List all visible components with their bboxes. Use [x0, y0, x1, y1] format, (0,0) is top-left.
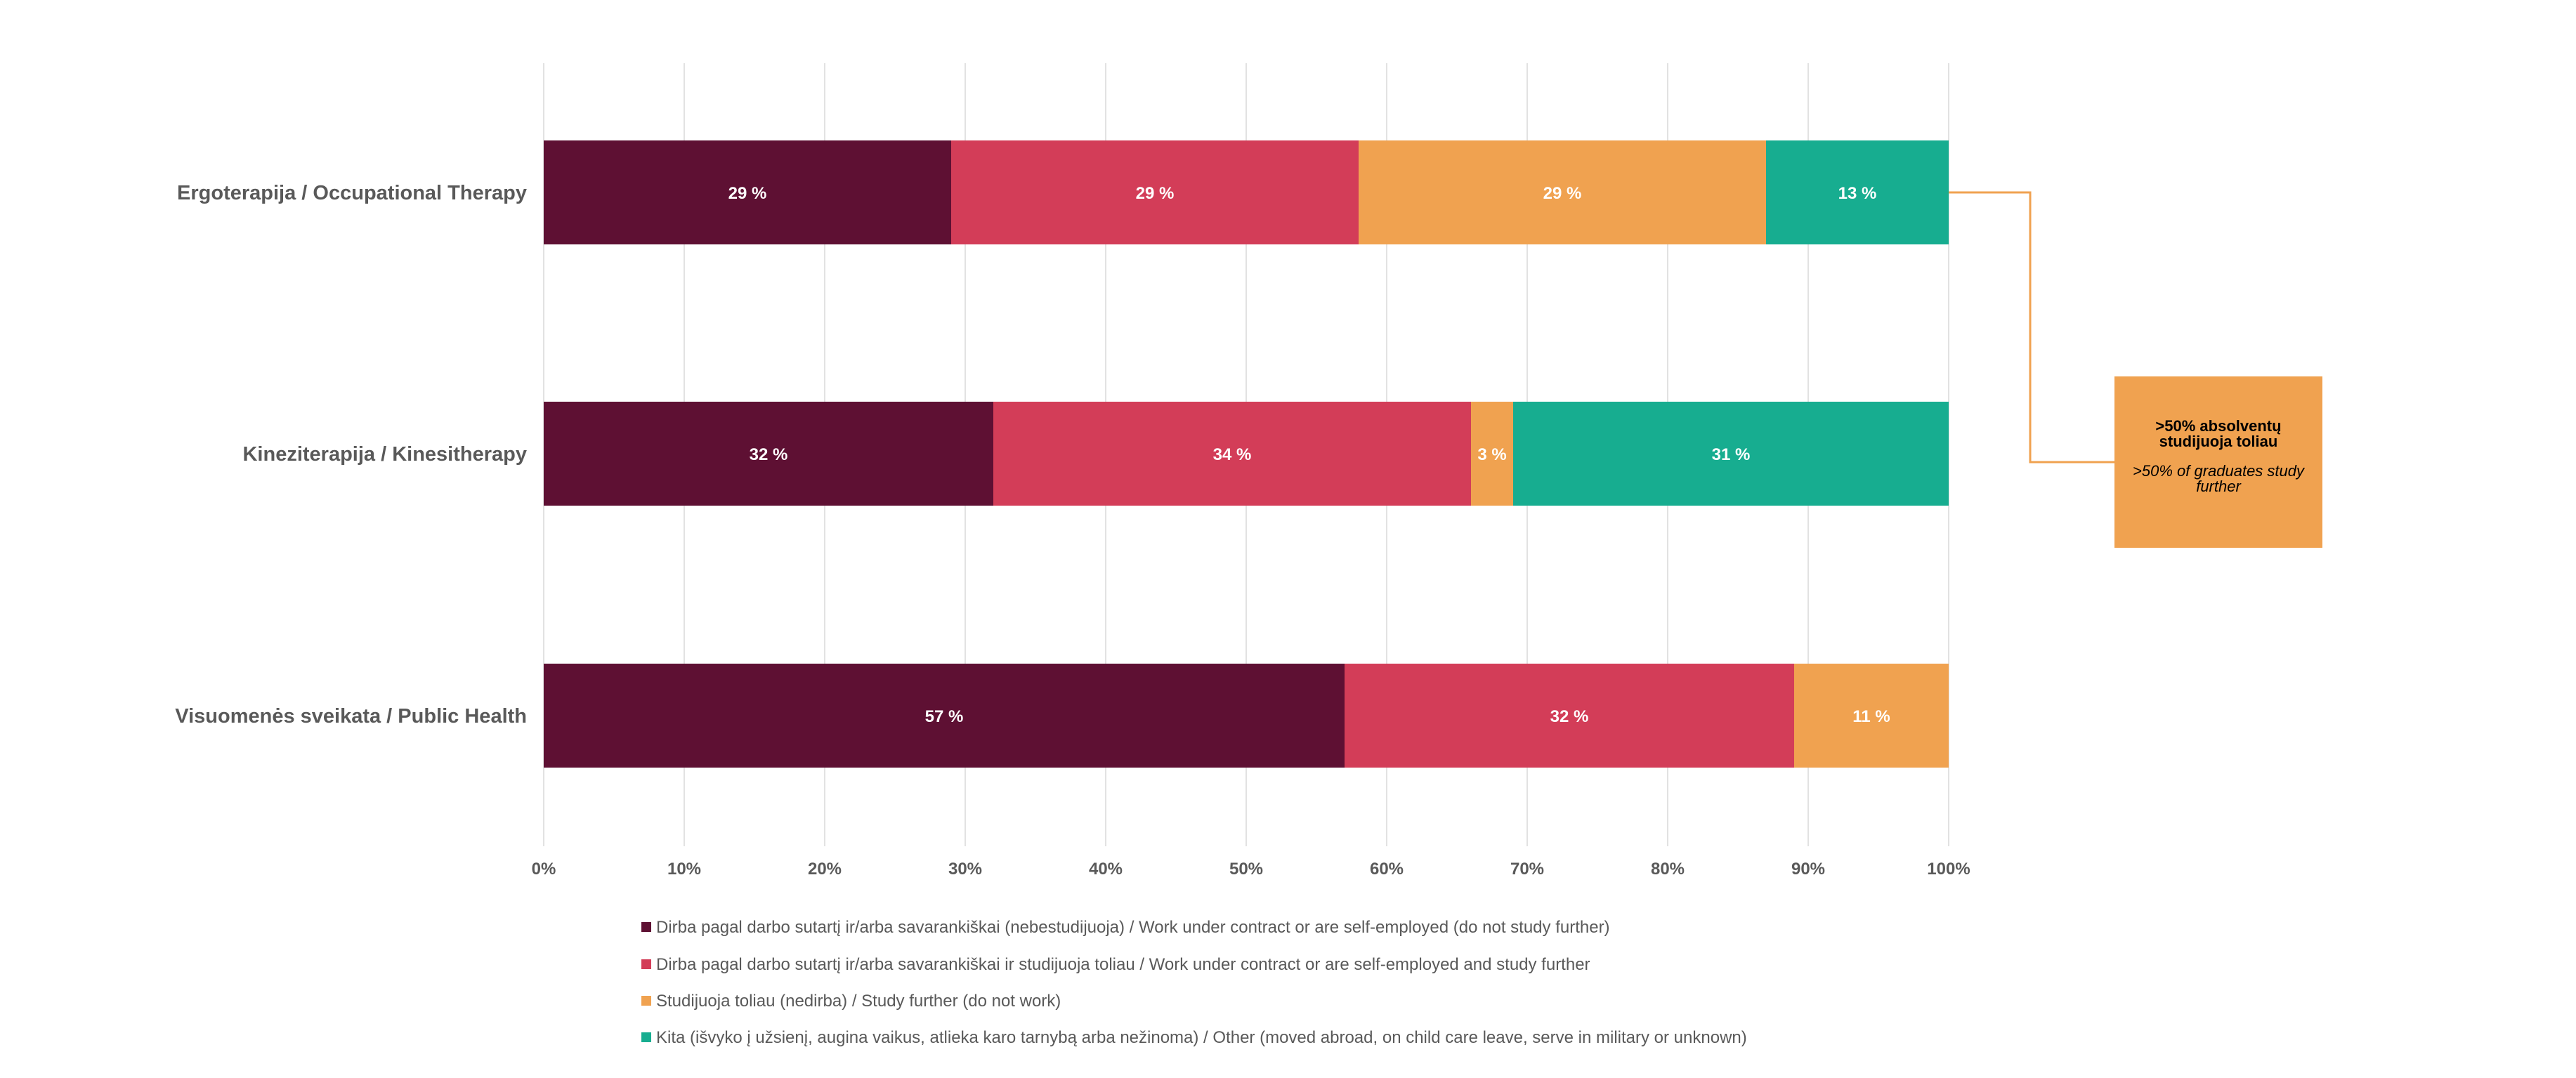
bar-segment: [1794, 664, 1949, 768]
bar-segment: [1471, 402, 1513, 506]
legend-swatch: [641, 922, 651, 932]
legend-entry: Dirba pagal darbo sutartį ir/arba savara…: [656, 955, 1590, 974]
x-tick-label: 50%: [1229, 860, 1263, 879]
connector-line: [1949, 191, 2114, 464]
callout-title: >50% absolventų studijuoja toliau: [2155, 417, 2282, 450]
category-labels: Ergoterapija / Occupational Therapy Kinez…: [175, 182, 527, 728]
bar-segment: [1513, 402, 1949, 506]
data-label: 32 %: [750, 445, 788, 464]
data-label: 29 %: [1136, 184, 1175, 203]
data-label: 34 %: [1213, 445, 1252, 464]
category-label: Ergoterapija / Occupational Therapy: [177, 182, 527, 204]
legend-entry: Studijuoja toliau (nedirba) / Study furt…: [656, 992, 1061, 1011]
x-axis-tick-labels: 0% 10% 20% 30% 40% 50% 60% 70% 80% 90% 100%: [532, 860, 1970, 879]
legend-entry: Dirba pagal darbo sutartį ir/arba savara…: [656, 918, 1610, 937]
x-tick-label: 40%: [1089, 860, 1123, 879]
bar-segment: [544, 664, 1345, 768]
x-tick-label: 90%: [1791, 860, 1825, 879]
x-tick-label: 70%: [1510, 860, 1544, 879]
x-tick-label: 100%: [1927, 860, 1970, 879]
bar-segment: [544, 402, 993, 506]
legend-swatch: [641, 959, 651, 969]
bar-segment: [1766, 140, 1949, 244]
bar-segment: [1345, 664, 1794, 768]
legend: Dirba pagal darbo sutartį ir/arba savara…: [641, 918, 1747, 1047]
x-tick-label: 0%: [532, 860, 556, 879]
data-label: 11 %: [1852, 707, 1890, 726]
legend-swatch: [641, 1032, 651, 1042]
category-label: Kineziterapija / Kinesitherapy: [242, 443, 527, 466]
x-tick-label: 30%: [948, 860, 982, 879]
x-tick-label: 20%: [808, 860, 842, 879]
data-label: 29 %: [1543, 184, 1582, 203]
bars: 29 % 29 % 29 % 13 % 32 % 34 % 3 % 31 % 57 % 32 % 1…: [544, 140, 1949, 768]
data-label: 29 %: [728, 184, 767, 203]
bar-segment: [993, 402, 1471, 506]
x-tick-label: 60%: [1370, 860, 1404, 879]
data-label: 32 %: [1550, 707, 1589, 726]
legend-entry: Kita (išvyko į užsienį, augina vaikus, a…: [656, 1028, 1747, 1047]
data-label: 13 %: [1838, 184, 1877, 203]
data-label: 57 %: [925, 707, 964, 726]
category-label: Visuomenės sveikata / Public Health: [175, 705, 527, 728]
callout-subtitle: >50% of graduates study further: [2133, 462, 2304, 495]
bar-segment: [544, 140, 951, 244]
x-tick-label: 80%: [1651, 860, 1685, 879]
data-label: 3 %: [1477, 445, 1506, 464]
data-label: 31 %: [1712, 445, 1751, 464]
bar-segment: [1359, 140, 1766, 244]
legend-swatch: [641, 996, 651, 1006]
bar-segment: [951, 140, 1359, 244]
callout-connector: [1949, 191, 2114, 464]
callout-box: >50% absolventų studijuoja toliau >50% o…: [2114, 376, 2322, 548]
x-tick-label: 10%: [667, 860, 701, 879]
